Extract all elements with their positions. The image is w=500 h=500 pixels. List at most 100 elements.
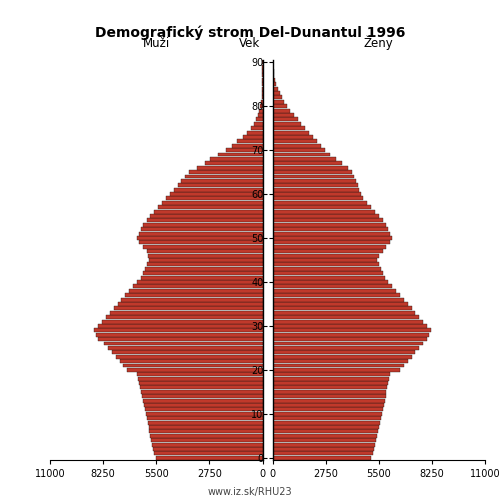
Bar <box>144 408 262 412</box>
Bar <box>272 91 280 95</box>
Bar <box>158 206 262 209</box>
Bar <box>139 381 262 385</box>
Bar <box>272 69 274 73</box>
Bar <box>272 258 377 262</box>
Bar <box>247 130 262 134</box>
Bar <box>272 408 382 412</box>
Bar <box>272 324 427 328</box>
Bar <box>150 214 262 218</box>
Bar <box>272 447 374 451</box>
Bar <box>120 359 262 363</box>
Bar <box>272 144 321 148</box>
Bar <box>118 302 262 306</box>
Bar <box>96 332 262 336</box>
Bar <box>272 100 284 103</box>
Bar <box>272 206 371 209</box>
Bar <box>189 170 262 174</box>
Bar <box>272 126 306 130</box>
Bar <box>259 108 262 112</box>
Bar <box>142 245 262 249</box>
Bar <box>152 438 262 442</box>
Bar <box>148 258 262 262</box>
Bar <box>272 315 420 319</box>
Bar <box>272 262 379 266</box>
Bar <box>272 456 371 460</box>
Bar <box>108 346 262 350</box>
Bar <box>272 390 386 394</box>
Bar <box>272 430 378 434</box>
Bar <box>272 74 274 78</box>
Bar <box>261 100 262 103</box>
Bar <box>272 184 358 188</box>
Bar <box>137 236 262 240</box>
Bar <box>272 289 396 292</box>
Bar <box>141 276 262 280</box>
Bar <box>148 425 262 429</box>
Bar <box>272 64 273 68</box>
Bar <box>272 254 379 258</box>
Bar <box>272 398 384 402</box>
Bar <box>260 104 262 108</box>
Bar <box>272 276 384 280</box>
Bar <box>272 359 407 363</box>
Bar <box>139 232 262 235</box>
Bar <box>272 249 382 253</box>
Bar <box>102 320 262 324</box>
Bar <box>272 364 404 368</box>
Bar <box>272 337 427 341</box>
Bar <box>226 148 262 152</box>
Bar <box>272 394 386 398</box>
Bar <box>238 140 262 143</box>
Bar <box>272 196 364 200</box>
Bar <box>272 354 411 358</box>
Bar <box>154 447 262 451</box>
Bar <box>272 438 376 442</box>
Bar <box>116 354 262 358</box>
Bar <box>272 118 297 122</box>
Bar <box>272 434 377 438</box>
Bar <box>272 157 336 161</box>
Bar <box>272 201 367 205</box>
Bar <box>140 386 262 390</box>
Bar <box>148 254 262 258</box>
Bar <box>272 140 317 143</box>
Bar <box>150 434 262 438</box>
Bar <box>139 240 262 244</box>
Bar <box>146 416 262 420</box>
Bar <box>272 420 380 424</box>
Bar <box>106 315 262 319</box>
Bar <box>129 289 262 292</box>
Bar <box>146 412 262 416</box>
Bar <box>272 271 382 275</box>
Bar <box>146 262 262 266</box>
Bar <box>272 298 404 302</box>
Bar <box>272 174 353 178</box>
Bar <box>150 430 262 434</box>
Bar <box>142 398 262 402</box>
Bar <box>154 452 262 456</box>
Bar <box>272 223 386 227</box>
Text: Demografický strom Del-Dunantul 1996: Demografický strom Del-Dunantul 1996 <box>95 25 405 40</box>
Bar <box>98 337 262 341</box>
Bar <box>142 223 262 227</box>
Bar <box>272 148 324 152</box>
Bar <box>156 456 262 460</box>
Bar <box>272 245 386 249</box>
Bar <box>272 284 392 288</box>
Bar <box>148 420 262 424</box>
Bar <box>272 113 294 117</box>
Bar <box>94 328 262 332</box>
Bar <box>197 166 262 170</box>
Bar <box>137 280 262 284</box>
Bar <box>272 232 390 235</box>
Bar <box>174 188 262 192</box>
Bar <box>170 192 262 196</box>
Bar <box>272 122 302 126</box>
Bar <box>272 82 276 86</box>
Bar <box>112 350 262 354</box>
Bar <box>272 214 379 218</box>
Bar <box>272 210 375 214</box>
Bar <box>272 280 388 284</box>
Bar <box>243 135 262 139</box>
Bar <box>146 218 262 222</box>
